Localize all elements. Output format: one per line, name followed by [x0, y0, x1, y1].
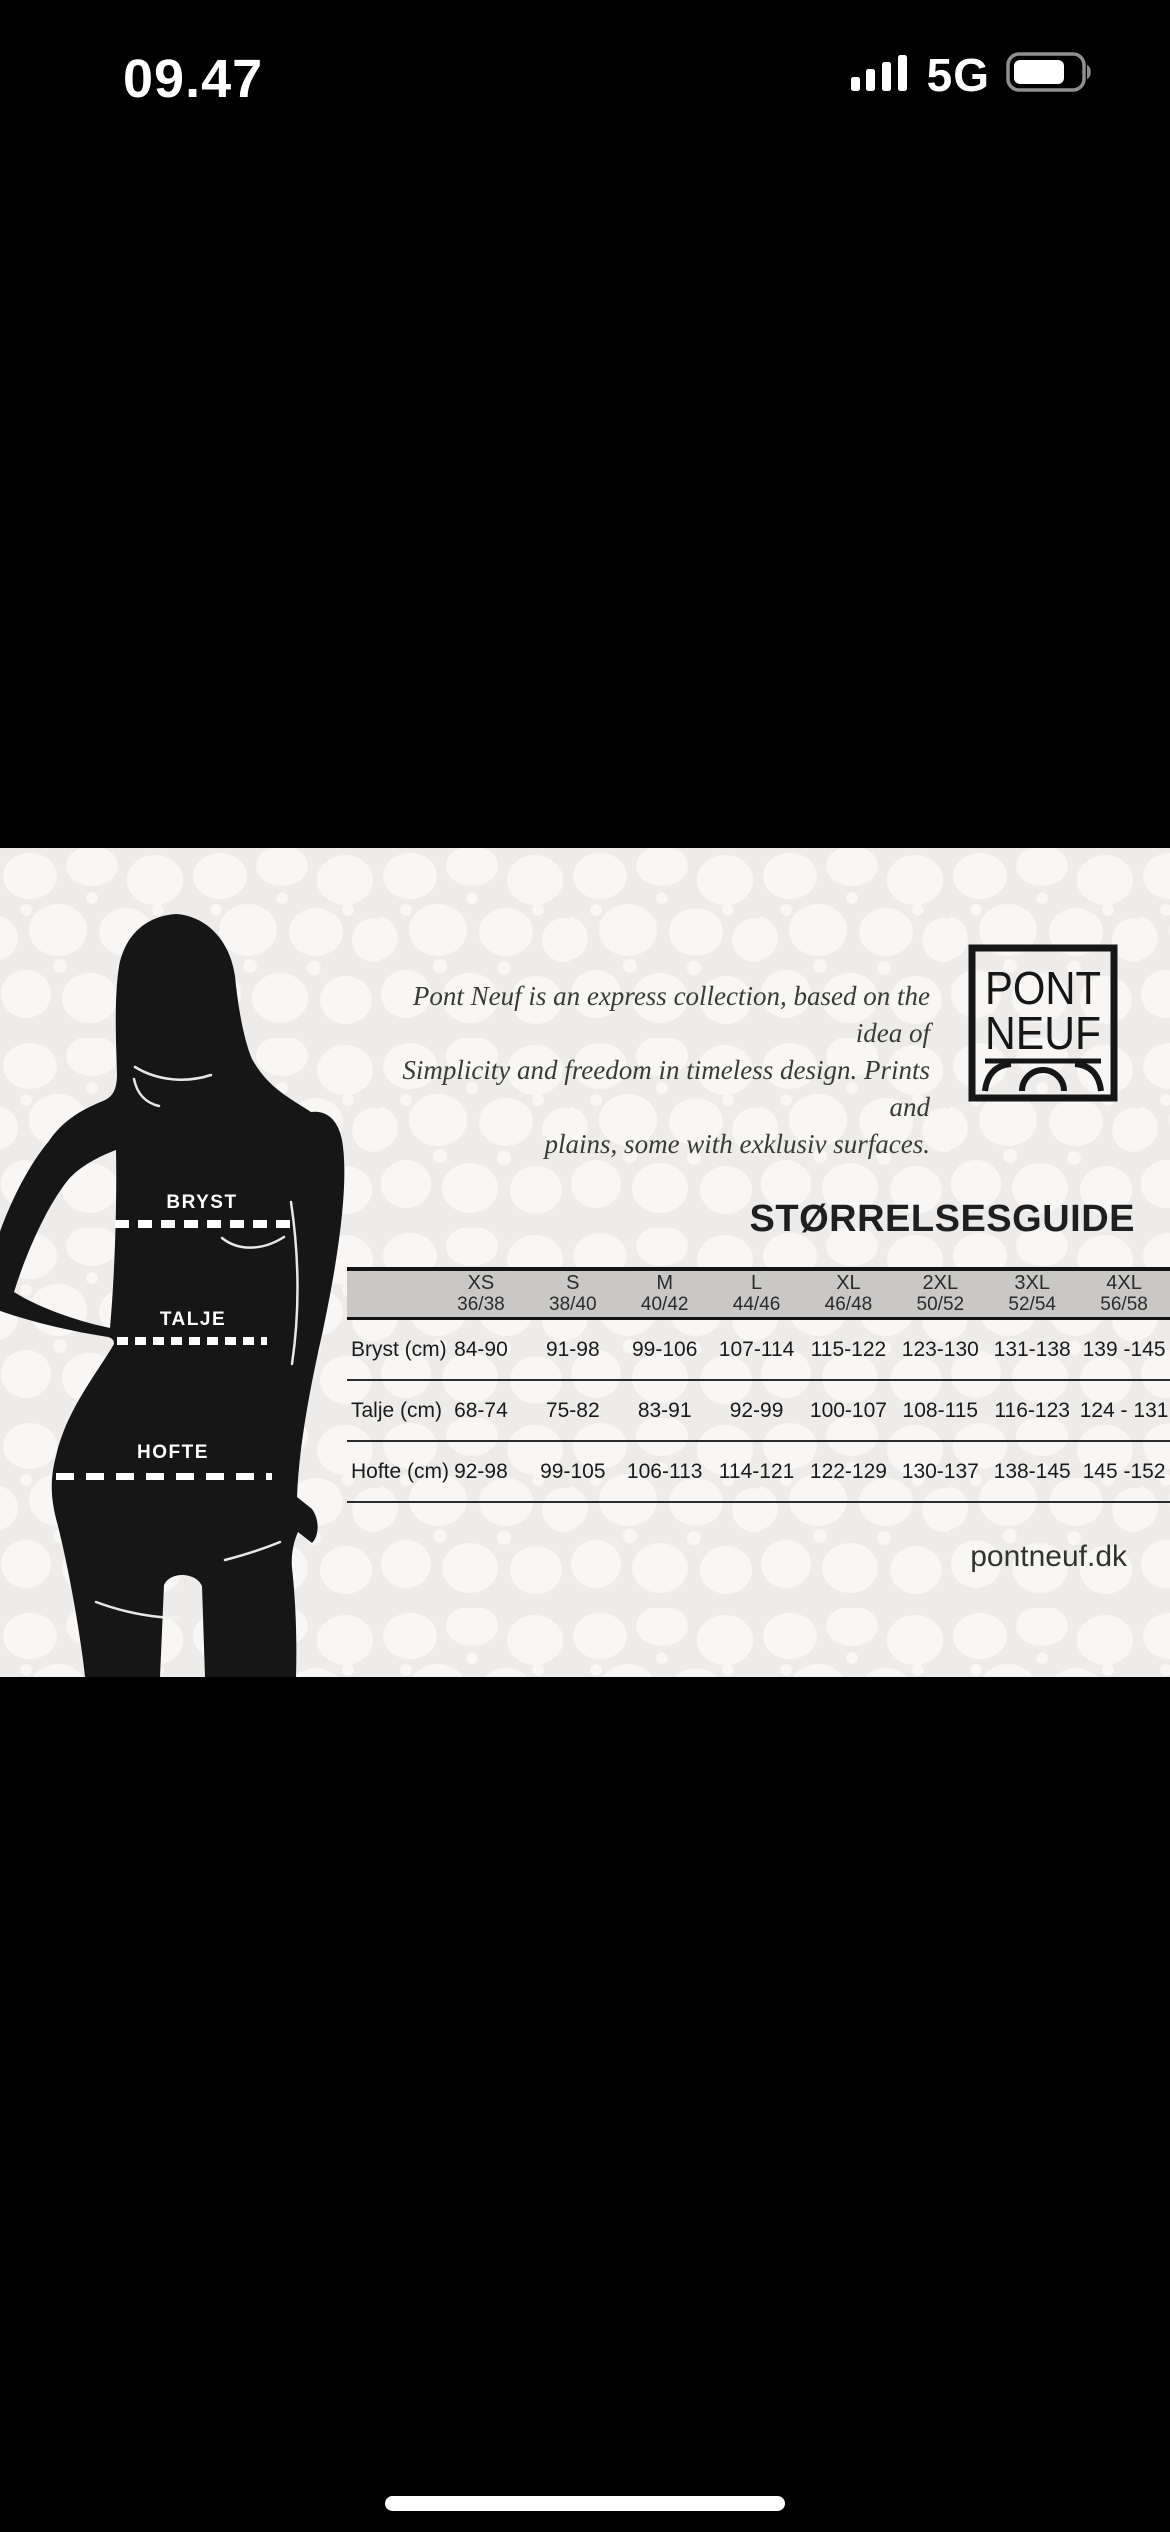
clock-text: 09.47 [123, 49, 264, 109]
size-eu-range: 46/48 [824, 1294, 873, 1315]
size-column-header: XS 36/38 [435, 1272, 527, 1316]
intro-text: Pont Neuf is an express collection, base… [370, 978, 930, 1163]
size-table: XS 36/38 S 38/40 M 40/42 L 44/46 XL 46/48 2XL 50/52… [347, 1267, 1170, 1503]
size-value-cell: 115-122 [810, 1337, 887, 1361]
size-value-cell: 75-82 [545, 1398, 600, 1422]
bridge-arches-icon [982, 1061, 1104, 1092]
bust-label: BRYST [166, 1192, 238, 1213]
size-name: XL [836, 1272, 861, 1294]
size-name: 2XL [922, 1272, 959, 1294]
size-value-cell: 106-113 [626, 1459, 703, 1483]
cellular-signal-icon [850, 54, 911, 97]
intro-line: plains, some with exklusiv surfaces. [544, 1129, 930, 1159]
size-name: 4XL [1106, 1272, 1142, 1294]
size-column-header: 2XL 50/52 [894, 1272, 986, 1316]
size-column-header: 4XL 56/58 [1078, 1272, 1170, 1316]
size-eu-range: 36/38 [457, 1294, 505, 1315]
size-value-cell: 92-99 [729, 1398, 784, 1422]
size-value-cell: 83-91 [637, 1398, 692, 1422]
size-value-cell: 99-105 [540, 1459, 606, 1483]
size-eu-range: 50/52 [916, 1294, 965, 1315]
size-value-cell: 92-98 [454, 1459, 508, 1483]
size-name: M [656, 1272, 674, 1294]
size-value-cell: 138-145 [993, 1459, 1071, 1483]
battery-icon [1006, 52, 1094, 97]
home-indicator[interactable] [385, 2496, 785, 2511]
size-name: XS [467, 1272, 495, 1294]
size-column-header: L 44/46 [711, 1272, 803, 1316]
size-value-cell: 124 - 131 [1079, 1398, 1169, 1422]
size-eu-range: 40/42 [640, 1294, 689, 1315]
size-name: 3XL [1014, 1272, 1050, 1294]
size-value-cell: 68-74 [454, 1398, 508, 1422]
status-bar: 09.47 5G [0, 0, 1170, 130]
size-value-cell: 114-121 [718, 1459, 795, 1483]
bust-measure-line [115, 1220, 297, 1228]
size-value-cell: 107-114 [718, 1337, 795, 1361]
woman-silhouette [0, 914, 345, 1677]
size-table-header: XS 36/38 S 38/40 M 40/42 L 44/46 XL 46/48 2XL 50/52… [347, 1267, 1170, 1320]
size-column-header: XL 46/48 [803, 1272, 895, 1316]
intro-line: Simplicity and freedom in timeless desig… [402, 1055, 930, 1122]
hip-measure-line [56, 1473, 272, 1480]
size-value-cell: 122-129 [809, 1459, 887, 1483]
size-column-header: S 38/40 [527, 1272, 619, 1316]
logo-line1: PONT [985, 962, 1101, 1014]
network-type-label: 5G [926, 49, 990, 101]
size-value-cell: 130-137 [901, 1459, 979, 1483]
intro-line: Pont Neuf is an express collection, base… [412, 981, 930, 1048]
size-column-header: M 40/42 [619, 1272, 711, 1316]
size-eu-range: 44/46 [732, 1294, 781, 1315]
size-name: L [751, 1272, 763, 1294]
size-value-cell: 100-107 [809, 1398, 887, 1422]
size-value-cell: 145 -152 [1082, 1459, 1166, 1483]
size-value-cell: 84-90 [454, 1337, 508, 1361]
size-value-cell: 131-138 [993, 1337, 1071, 1361]
hip-label: HOFTE [137, 1442, 209, 1463]
size-value-cell: 91-98 [545, 1337, 600, 1361]
size-value-cell: 123-130 [901, 1337, 979, 1361]
logo-line2: NEUF [985, 1007, 1101, 1059]
size-eu-range: 52/54 [1008, 1294, 1056, 1315]
size-eu-range: 56/58 [1100, 1294, 1148, 1315]
table-row: Hofte (cm) 92-98 99-105 106-113 114-121 122-1… [347, 1442, 1170, 1503]
table-row: Bryst (cm) 84-90 91-98 99-106 107-114 115-122… [347, 1320, 1170, 1381]
website-text: pontneuf.dk [970, 1540, 1127, 1573]
status-icons: 5G [850, 49, 1094, 101]
size-eu-range: 38/40 [549, 1294, 597, 1315]
size-guide-image[interactable]: BRYST TALJE HOFTE Pont Neuf is an expres… [0, 848, 1170, 1677]
size-value-cell: 108-115 [902, 1398, 979, 1422]
row-label: Bryst (cm) [351, 1337, 447, 1361]
size-value-cell: 99-106 [631, 1337, 698, 1361]
waist-label: TALJE [159, 1309, 227, 1330]
row-label: Hofte (cm) [351, 1459, 450, 1483]
row-label: Talje (cm) [351, 1398, 443, 1422]
pont-neuf-logo: PONT NEUF [968, 944, 1118, 1107]
size-value-cell: 139 -145 [1082, 1337, 1166, 1361]
size-guide-title: STØRRELSESGUIDE [749, 1198, 1135, 1240]
size-value-cell: 116-123 [994, 1398, 1070, 1422]
size-column-header: 3XL 52/54 [986, 1272, 1078, 1316]
size-name: S [566, 1272, 580, 1294]
table-row: Talje (cm) 68-74 75-82 83-91 92-99 100-107 108… [347, 1381, 1170, 1442]
waist-measure-line [117, 1337, 267, 1345]
